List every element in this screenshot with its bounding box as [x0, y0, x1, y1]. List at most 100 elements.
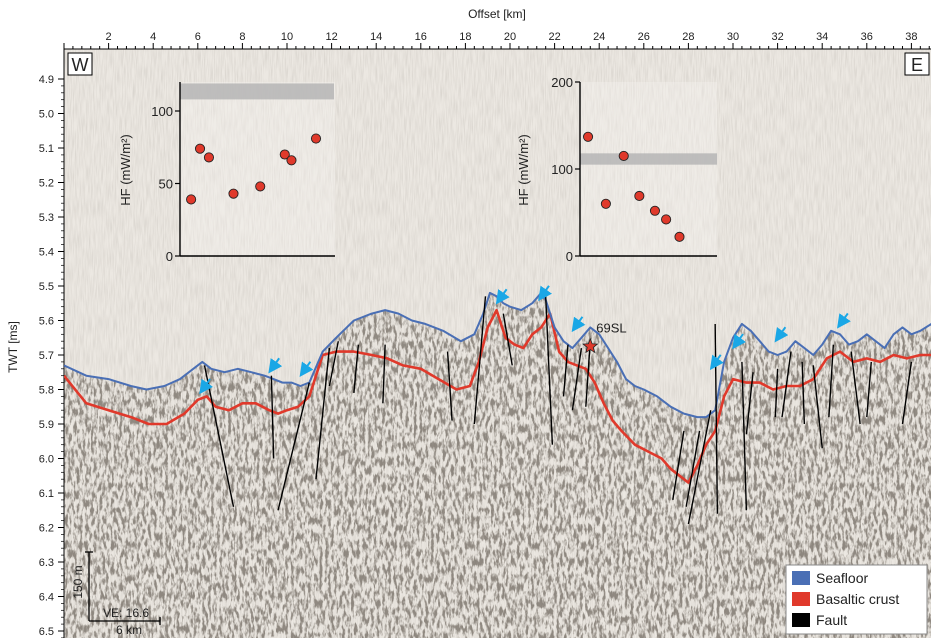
- heat-flow-band-east: [580, 153, 717, 165]
- blue-arrow: [538, 285, 552, 302]
- fault-line: [382, 344, 386, 404]
- fault-line: [901, 361, 913, 425]
- fault-line: [502, 313, 513, 366]
- fault-line: [277, 382, 310, 511]
- y-tick-label: 6.2: [39, 523, 54, 535]
- fault-line: [571, 348, 583, 411]
- y-tick-label: 5.8: [39, 385, 54, 397]
- heat-flow-point: [600, 198, 611, 209]
- scale-bar-ve-label: VE: 16.6: [103, 606, 149, 620]
- blue-arrow: [709, 354, 724, 371]
- x-tick-label: 10: [281, 31, 293, 43]
- y-tick-label: 5.9: [39, 419, 54, 431]
- x-tick-label: 14: [370, 31, 382, 43]
- x-axis: 2 4 6 8 10 12 14 16 18 20 22 24 26 28 30 32 34 36 38 Offse…: [63, 7, 931, 50]
- fault-line: [473, 296, 487, 425]
- fault-line: [781, 351, 792, 418]
- x-tick-label: 16: [415, 31, 427, 43]
- fault-line: [328, 341, 339, 387]
- legend-label-basaltic-crust: Basaltic crust: [816, 591, 899, 607]
- fault-line: [828, 344, 835, 418]
- fault-line: [866, 361, 872, 418]
- x-tick-label: 36: [861, 31, 873, 43]
- x-tick-label: 30: [727, 31, 739, 43]
- x-tick-label: 32: [771, 31, 783, 43]
- core-site-star: [582, 337, 599, 354]
- x-tick-label: 34: [816, 31, 828, 43]
- scale-bar: 150 m VE: 16.6 6 km: [71, 551, 161, 637]
- west-label: W: [72, 55, 89, 75]
- inset-y-tick-label: 100: [151, 104, 173, 119]
- blue-arrow: [836, 312, 851, 329]
- heat-flow-point: [674, 231, 685, 242]
- y-tick-label: 6.4: [39, 592, 54, 604]
- heat-flow-point: [194, 143, 206, 154]
- y-axis: 4.9 5.0 5.1 5.2 5.3 5.4 5.5 5.6 5.7 5.8 5.9 6.0 6.1 6…: [6, 49, 65, 638]
- heat-flow-point: [649, 205, 661, 216]
- x-tick-label: 4: [150, 31, 156, 43]
- basaltic-crust-line: [64, 308, 931, 484]
- y-tick-label: 5.5: [39, 281, 54, 293]
- legend-label-seafloor: Seafloor: [816, 570, 868, 586]
- y-tick-label: 5.2: [39, 178, 54, 190]
- core-site: 69SL: [582, 320, 627, 354]
- heat-flow-inset-east: 0 100 200 HF (mW/m²): [516, 75, 717, 264]
- heat-flow-point: [286, 155, 297, 166]
- fault-line: [672, 430, 685, 501]
- x-tick-label: 2: [106, 31, 112, 43]
- blue-arrow: [495, 288, 510, 305]
- y-tick-label: 5.7: [39, 350, 54, 362]
- fault-line: [446, 351, 453, 421]
- fault-line: [687, 410, 712, 525]
- blue-arrow: [774, 326, 789, 343]
- blue-arrow: [268, 357, 283, 374]
- x-tick-label: 8: [239, 31, 245, 43]
- fault-line: [774, 368, 779, 418]
- x-tick-label: 38: [905, 31, 917, 43]
- legend-swatch-basaltic-crust: [792, 592, 810, 606]
- heat-flow-point: [203, 152, 214, 163]
- y-tick-label: 5.4: [39, 247, 54, 259]
- y-tick-label: 6.5: [39, 626, 54, 638]
- x-tick-label: 24: [593, 31, 605, 43]
- fault-line: [801, 361, 806, 425]
- east-label: E: [911, 55, 923, 75]
- fault-line: [585, 341, 591, 407]
- seafloor-line: [64, 291, 931, 419]
- fault-line: [562, 344, 569, 397]
- inset-y-tick-label: 0: [566, 249, 573, 264]
- heat-flow-point: [634, 190, 645, 202]
- y-tick-label: 5.6: [39, 316, 54, 328]
- y-tick-label: 6.3: [39, 557, 54, 569]
- y-tick-label: 4.9: [39, 74, 54, 86]
- legend-swatch-fault: [792, 613, 810, 627]
- heat-flow-point: [661, 214, 672, 225]
- core-site-label: 69SL: [596, 320, 626, 335]
- blue-arrow: [732, 333, 746, 350]
- fault-line: [745, 372, 754, 435]
- inset-y-tick-label: 100: [551, 162, 573, 177]
- blue-arrow: [571, 316, 586, 333]
- x-tick-label: 22: [548, 31, 560, 43]
- fault-line: [315, 348, 331, 480]
- fault-line: [685, 430, 701, 507]
- heat-flow-point: [255, 181, 266, 192]
- x-tick-label: 6: [195, 31, 201, 43]
- fault-line: [353, 344, 360, 394]
- heat-flow-inset-west: 0 50 100 HF (mW/m²): [118, 82, 335, 264]
- inset-y-tick-label: 0: [166, 249, 173, 264]
- y-tick-label: 6.1: [39, 488, 54, 500]
- annotation-arrows: [199, 285, 851, 395]
- heat-flow-point: [186, 194, 197, 205]
- fault-line: [544, 296, 554, 445]
- fault-line: [270, 375, 275, 459]
- heat-flow-point: [583, 131, 594, 142]
- fault-line: [741, 361, 748, 511]
- y-tick-label: 5.1: [39, 143, 54, 155]
- scale-bar-vertical-label: 150 m: [71, 565, 85, 598]
- heat-flow-band-west: [180, 83, 334, 100]
- heat-flow-point: [618, 150, 629, 161]
- heat-flow-point: [228, 188, 239, 199]
- x-tick-label: 28: [682, 31, 694, 43]
